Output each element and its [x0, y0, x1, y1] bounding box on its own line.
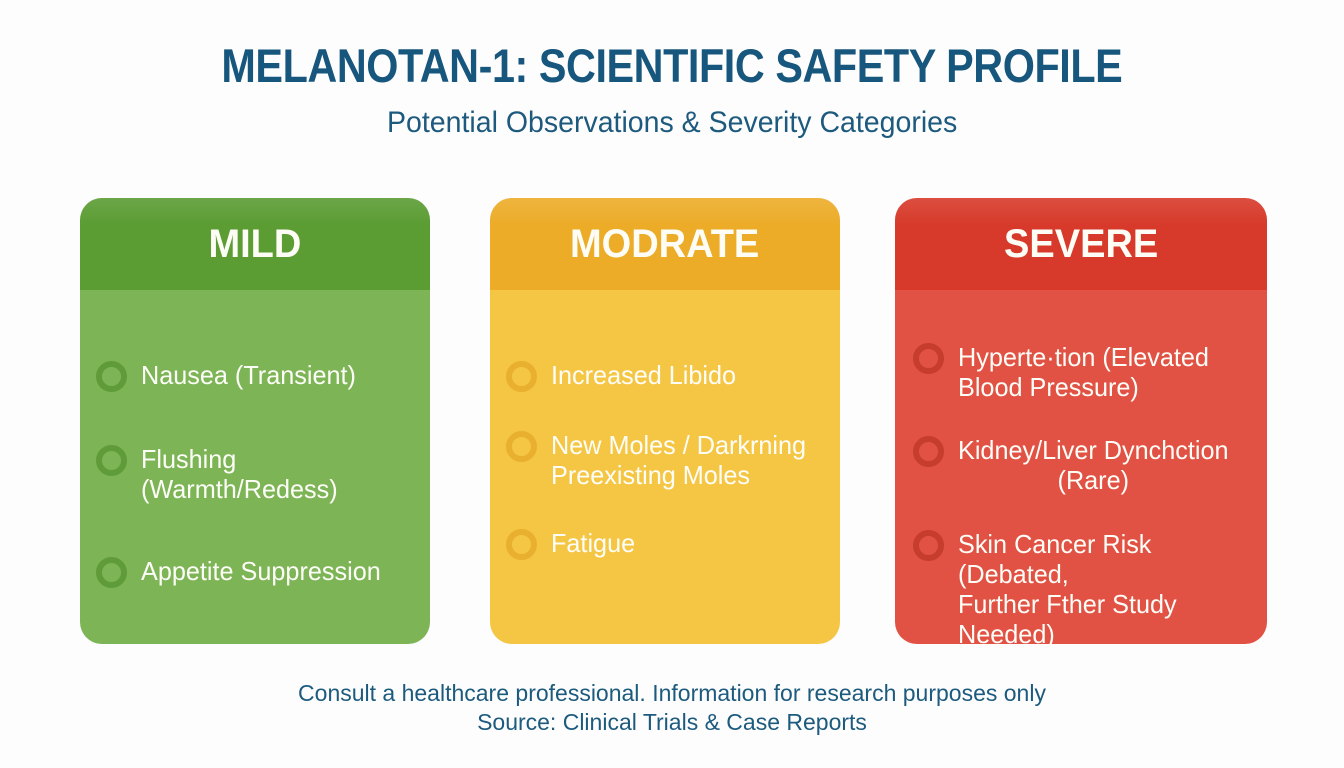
- mild-card-body: Nausea (Transient) Flushing (Warmth/Rede…: [80, 290, 430, 644]
- ring-bullet-icon: [96, 361, 127, 392]
- list-item: Nausea (Transient): [96, 360, 420, 392]
- header: MELANOTAN-1: SCIENTIFIC SAFETY PROFILE: [0, 38, 1344, 93]
- moderate-card-body: Increased Libido New Moles / Darkrning P…: [490, 290, 840, 644]
- item-label: Hyperte·tion (Elevated Blood Pressure): [958, 342, 1209, 403]
- list-item: New Moles / Darkrning Preexisting Moles: [506, 430, 830, 490]
- mild-items-list: Nausea (Transient) Flushing (Warmth/Rede…: [80, 290, 430, 589]
- severity-card-mild: MILD Nausea (Transient) Flushing (Warmth…: [80, 198, 430, 644]
- ring-bullet-icon: [913, 343, 944, 374]
- item-label: Nausea (Transient): [141, 360, 356, 390]
- item-label: Kidney/Liver Dynchction (Rare): [958, 435, 1229, 496]
- item-label: Appetite Suppression: [141, 556, 381, 587]
- item-label: Flushing (Warmth/Redess): [141, 444, 338, 505]
- footer: Consult a healthcare professional. Infor…: [0, 679, 1344, 738]
- footer-source: Source: Clinical Trials & Case Reports: [477, 709, 867, 736]
- ring-bullet-icon: [506, 361, 537, 392]
- moderate-card-title: MODRATE: [570, 221, 760, 266]
- severe-card-body: Hyperte·tion (Elevated Blood Pressure) K…: [895, 290, 1267, 644]
- list-item: Fatigue: [506, 528, 830, 561]
- ring-bullet-icon: [506, 431, 537, 462]
- severity-card-severe: SEVERE Hyperte·tion (Elevated Blood Pres…: [895, 198, 1267, 644]
- list-item: Increased Libido: [506, 360, 830, 392]
- ring-bullet-icon: [96, 557, 127, 589]
- list-item: Hyperte·tion (Elevated Blood Pressure): [913, 342, 1257, 402]
- ring-bullet-icon: [96, 445, 127, 476]
- item-label: Increased Libido: [551, 360, 737, 390]
- severe-card-header: SEVERE: [895, 198, 1267, 290]
- page-subtitle: Potential Observations & Severity Catego…: [386, 106, 958, 139]
- list-item: Appetite Suppression: [96, 556, 420, 589]
- list-item: Kidney/Liver Dynchction (Rare): [913, 435, 1257, 495]
- item-label: New Moles / Darkrning Preexisting Moles: [551, 430, 807, 491]
- list-item: Flushing (Warmth/Redess): [96, 444, 420, 504]
- severity-card-moderate: MODRATE Increased Libido New Moles / Dar…: [490, 198, 840, 644]
- item-label: Fatigue: [551, 528, 636, 559]
- ring-bullet-icon: [506, 529, 537, 561]
- severe-card-title: SEVERE: [1003, 221, 1159, 266]
- footer-disclaimer: Consult a healthcare professional. Infor…: [298, 680, 1046, 706]
- mild-card-header: MILD: [80, 198, 430, 290]
- list-item: Skin Cancer Risk (Debated, Further Fther…: [913, 529, 1257, 644]
- severe-items-list: Hyperte·tion (Elevated Blood Pressure) K…: [895, 290, 1267, 644]
- moderate-items-list: Increased Libido New Moles / Darkrning P…: [490, 290, 840, 561]
- mild-card-title: MILD: [208, 221, 302, 266]
- ring-bullet-icon: [913, 529, 944, 561]
- ring-bullet-icon: [913, 436, 944, 468]
- subheader: Potential Observations & Severity Catego…: [0, 106, 1344, 140]
- item-label: Skin Cancer Risk (Debated, Further Fther…: [958, 528, 1177, 644]
- moderate-card-header: MODRATE: [490, 198, 840, 290]
- page-title: MELANOTAN-1: SCIENTIFIC SAFETY PROFILE: [221, 39, 1123, 92]
